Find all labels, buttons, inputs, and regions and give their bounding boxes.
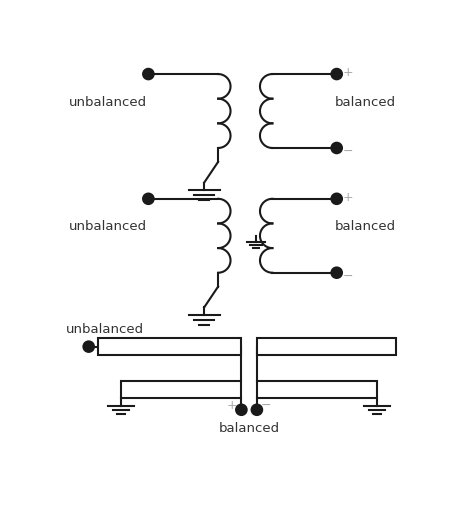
Text: −: − (343, 269, 354, 282)
Polygon shape (257, 382, 377, 399)
Text: balanced: balanced (334, 95, 395, 108)
Circle shape (251, 405, 262, 415)
Text: unbalanced: unbalanced (65, 322, 144, 335)
Text: −: − (261, 398, 272, 411)
Text: +: + (227, 398, 237, 411)
Circle shape (83, 342, 94, 352)
Text: +: + (343, 66, 354, 79)
Text: −: − (343, 145, 354, 157)
Circle shape (331, 268, 342, 278)
Circle shape (143, 70, 154, 80)
Text: balanced: balanced (219, 421, 280, 434)
Circle shape (331, 144, 342, 154)
Text: $\lambda/4$: $\lambda/4$ (306, 384, 328, 399)
Text: unbalanced: unbalanced (69, 220, 146, 233)
Text: balanced: balanced (334, 220, 395, 233)
Circle shape (331, 70, 342, 80)
Text: unbalanced: unbalanced (69, 95, 146, 108)
Text: +: + (343, 190, 354, 204)
Circle shape (236, 405, 247, 415)
Circle shape (331, 194, 342, 205)
Polygon shape (98, 338, 241, 355)
Polygon shape (121, 382, 241, 399)
Polygon shape (257, 338, 396, 355)
Text: $\lambda/4$: $\lambda/4$ (170, 384, 192, 399)
Circle shape (143, 194, 154, 205)
